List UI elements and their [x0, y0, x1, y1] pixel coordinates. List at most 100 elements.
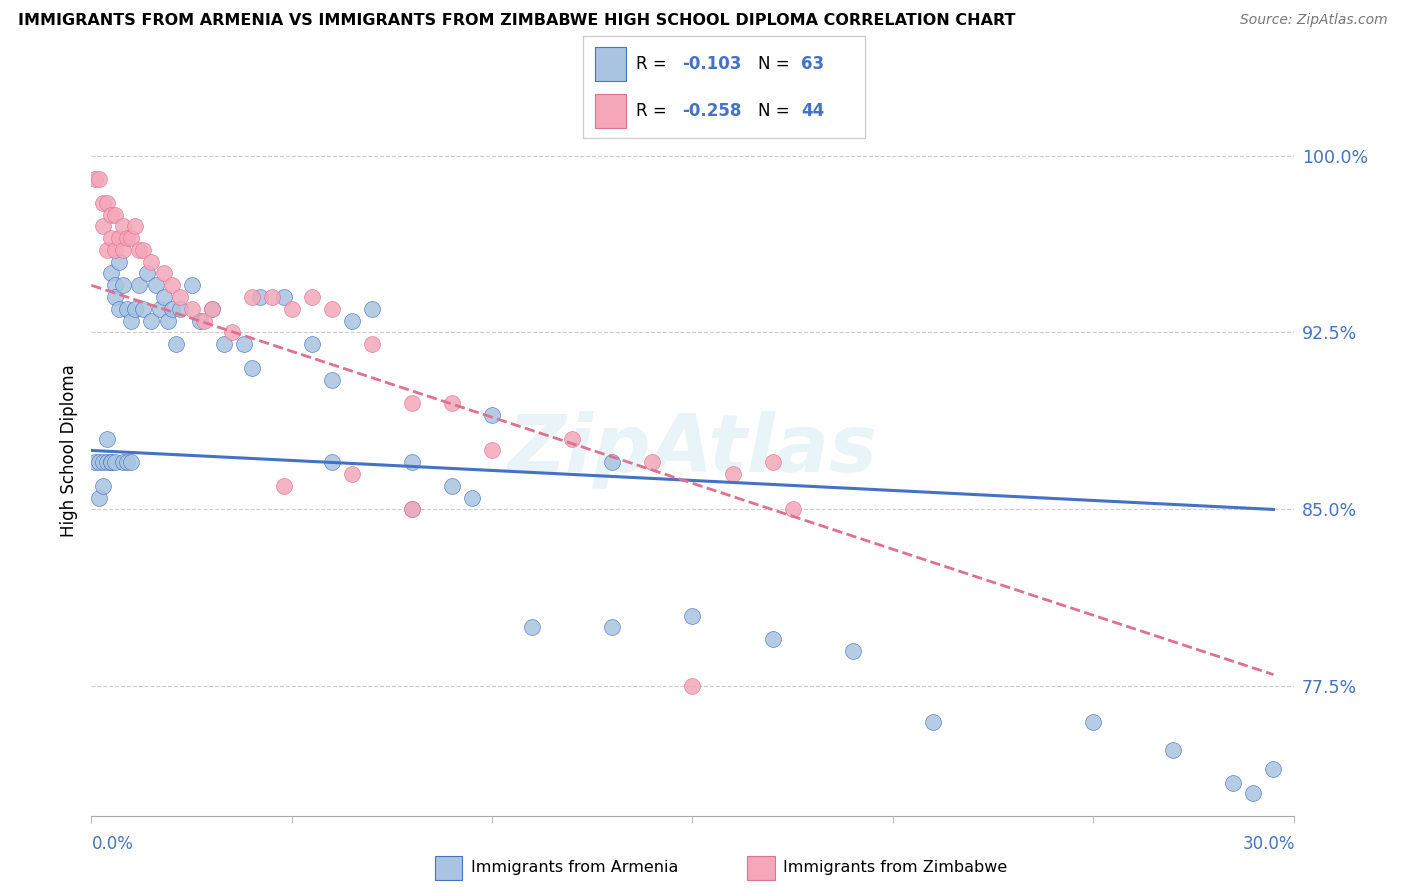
Point: [602, 455, 624, 469]
Text: 44: 44: [801, 102, 825, 120]
Point: [273, 479, 295, 493]
Point: [145, 278, 167, 293]
Point: [93, 219, 115, 234]
Point: [165, 337, 187, 351]
Point: [273, 290, 295, 304]
Point: [440, 479, 463, 493]
Point: [136, 267, 159, 281]
Y-axis label: High School Diploma: High School Diploma: [59, 364, 77, 537]
Point: [1163, 743, 1185, 757]
Point: [301, 337, 323, 351]
Text: R =: R =: [636, 55, 672, 73]
Point: [201, 301, 224, 316]
Text: Immigrants from Zimbabwe: Immigrants from Zimbabwe: [783, 860, 1007, 874]
Point: [721, 467, 744, 481]
Point: [152, 290, 174, 304]
Point: [401, 502, 423, 516]
Point: [93, 455, 115, 469]
Point: [782, 502, 804, 516]
Point: [128, 278, 150, 293]
Point: [93, 195, 115, 210]
Point: [93, 479, 115, 493]
Point: [148, 301, 170, 316]
Point: [160, 278, 183, 293]
Point: [117, 301, 139, 316]
Point: [212, 337, 235, 351]
Text: Source: ZipAtlas.com: Source: ZipAtlas.com: [1240, 13, 1388, 28]
Point: [232, 337, 254, 351]
Point: [188, 314, 211, 328]
Point: [117, 231, 139, 245]
Point: [762, 632, 785, 647]
Point: [152, 267, 174, 281]
Point: [96, 432, 118, 446]
Point: [100, 455, 122, 469]
Point: [522, 620, 544, 634]
Text: IMMIGRANTS FROM ARMENIA VS IMMIGRANTS FROM ZIMBABWE HIGH SCHOOL DIPLOMA CORRELAT: IMMIGRANTS FROM ARMENIA VS IMMIGRANTS FR…: [18, 13, 1015, 29]
Point: [112, 243, 135, 257]
Point: [180, 301, 202, 316]
Point: [104, 290, 127, 304]
Point: [112, 219, 135, 234]
Point: [301, 290, 323, 304]
Point: [169, 301, 191, 316]
Point: [681, 680, 703, 694]
Point: [89, 455, 111, 469]
Point: [1263, 762, 1285, 776]
Point: [240, 290, 263, 304]
Point: [96, 195, 118, 210]
Text: N =: N =: [758, 102, 794, 120]
Point: [124, 301, 146, 316]
Text: 0.0%: 0.0%: [91, 835, 134, 853]
Text: Immigrants from Armenia: Immigrants from Armenia: [471, 860, 678, 874]
Point: [180, 278, 202, 293]
Point: [100, 231, 122, 245]
Point: [108, 254, 131, 268]
Point: [481, 408, 503, 422]
Point: [89, 491, 111, 505]
Point: [100, 455, 122, 469]
Point: [1243, 786, 1265, 800]
Point: [481, 443, 503, 458]
Point: [461, 491, 484, 505]
Point: [104, 278, 127, 293]
Point: [89, 172, 111, 186]
Point: [141, 254, 163, 268]
Point: [221, 326, 243, 340]
Point: [762, 455, 785, 469]
Point: [401, 502, 423, 516]
Bar: [747, 856, 775, 880]
Point: [117, 455, 139, 469]
Point: [1083, 714, 1105, 729]
Point: [141, 314, 163, 328]
Point: [121, 455, 143, 469]
Point: [156, 314, 179, 328]
Text: ZipAtlas: ZipAtlas: [508, 411, 877, 490]
Point: [440, 396, 463, 410]
Point: [401, 455, 423, 469]
Point: [602, 620, 624, 634]
Point: [922, 714, 945, 729]
Bar: [434, 856, 463, 880]
Point: [128, 243, 150, 257]
Point: [260, 290, 283, 304]
Point: [401, 396, 423, 410]
Point: [112, 455, 135, 469]
Point: [193, 314, 215, 328]
Point: [121, 231, 143, 245]
Bar: [595, 47, 626, 81]
Point: [681, 608, 703, 623]
Point: [340, 467, 363, 481]
Point: [169, 290, 191, 304]
Point: [321, 373, 343, 387]
Point: [104, 455, 127, 469]
Point: [360, 337, 382, 351]
Point: [240, 360, 263, 375]
Text: -0.103: -0.103: [682, 55, 741, 73]
Point: [100, 207, 122, 221]
Point: [201, 301, 224, 316]
Text: -0.258: -0.258: [682, 102, 741, 120]
Point: [281, 301, 304, 316]
Point: [112, 278, 135, 293]
Point: [124, 219, 146, 234]
